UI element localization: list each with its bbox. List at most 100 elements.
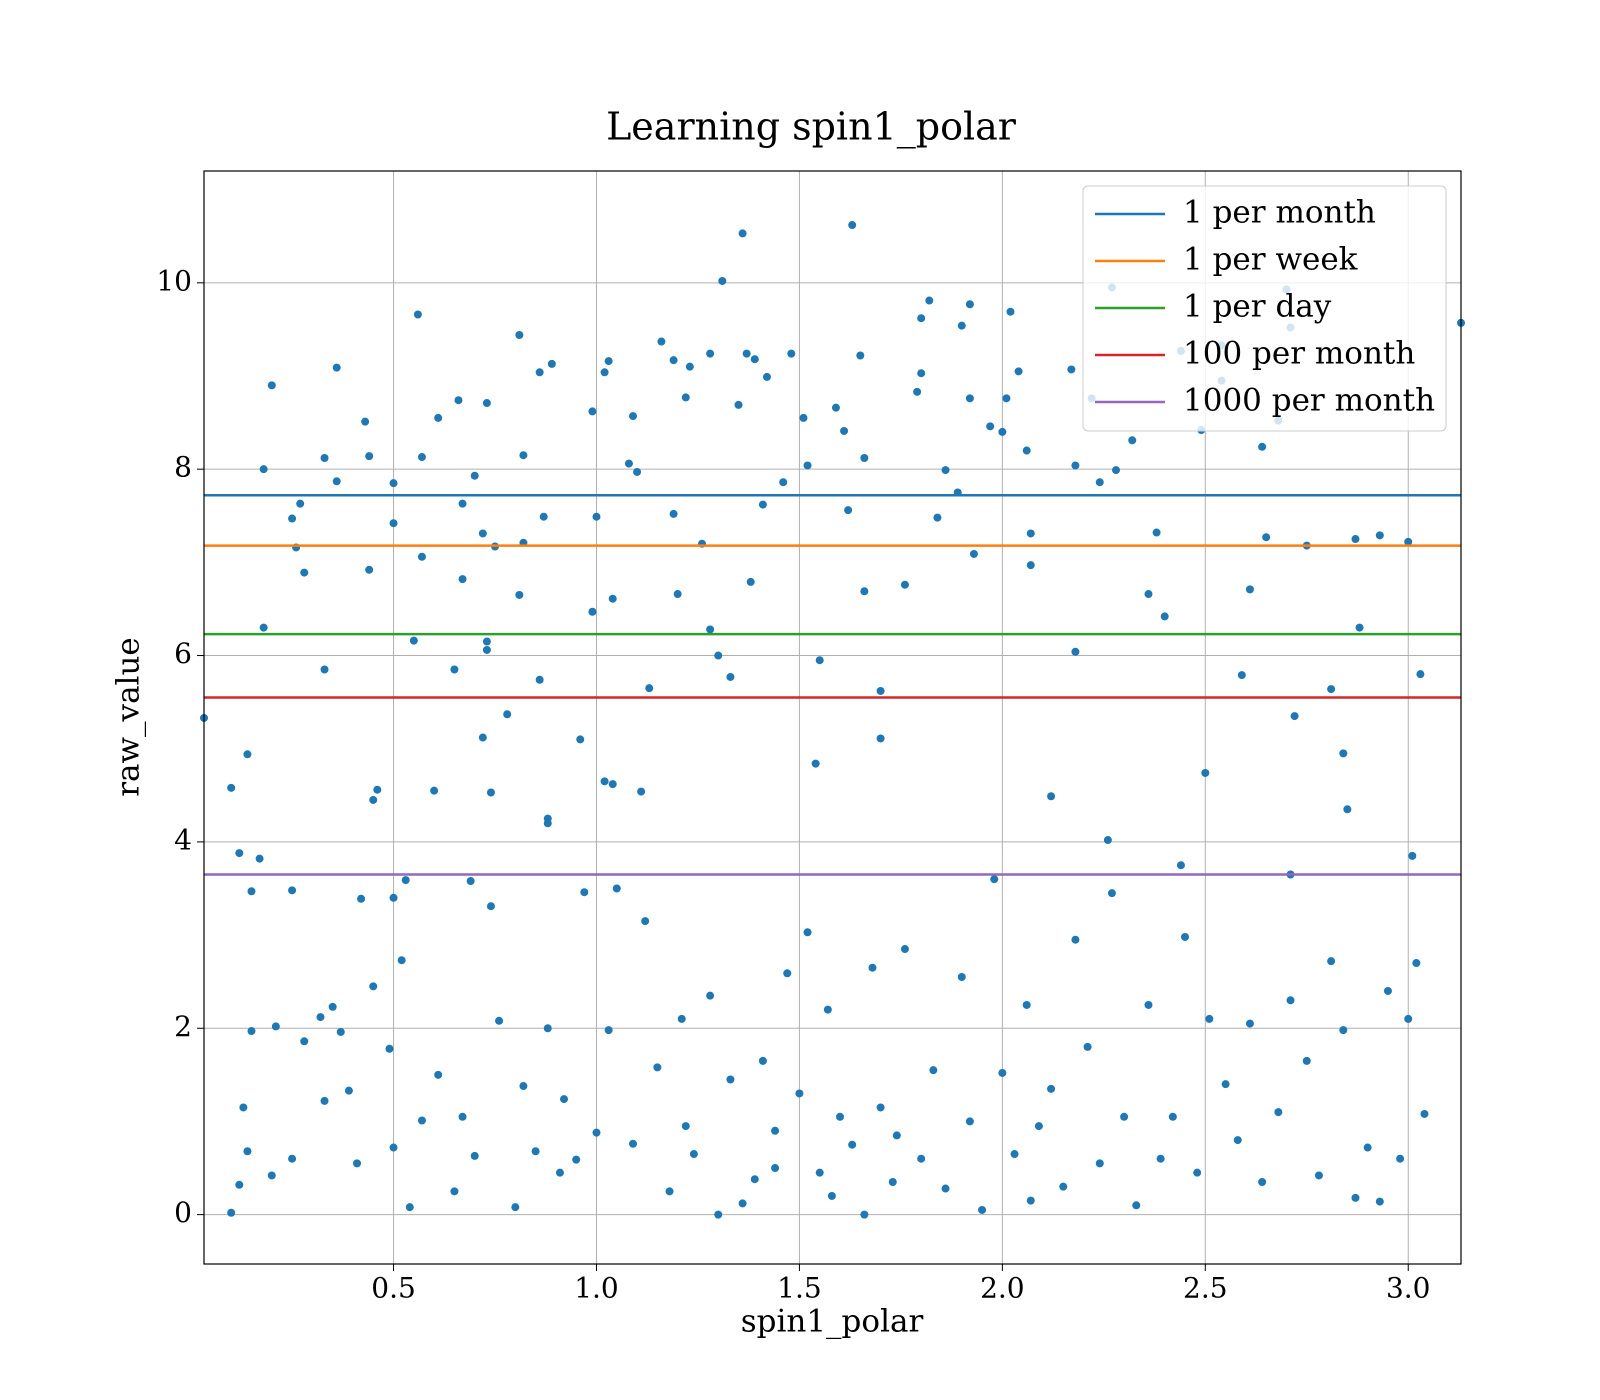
point xyxy=(876,734,885,743)
point xyxy=(320,453,329,462)
point xyxy=(1071,461,1080,470)
point xyxy=(1420,1109,1429,1118)
point xyxy=(1416,670,1425,679)
x-tick-label: 2.0 xyxy=(980,1272,1025,1305)
point xyxy=(1258,442,1267,451)
point xyxy=(1095,1159,1104,1168)
point xyxy=(844,506,853,515)
point xyxy=(957,973,966,982)
point xyxy=(758,1056,767,1065)
point xyxy=(332,363,341,372)
point xyxy=(515,330,524,339)
point xyxy=(409,636,418,645)
point xyxy=(726,1075,735,1084)
y-tick-label: 8 xyxy=(174,451,192,484)
point xyxy=(482,645,491,654)
point xyxy=(1396,1154,1405,1163)
point xyxy=(673,590,682,599)
point xyxy=(681,1122,690,1131)
point xyxy=(848,221,857,230)
point xyxy=(933,513,942,522)
point xyxy=(478,529,487,538)
point xyxy=(600,777,609,786)
point xyxy=(771,1164,780,1173)
point xyxy=(482,637,491,646)
point xyxy=(917,314,926,323)
point xyxy=(738,1199,747,1208)
point xyxy=(645,684,654,693)
point xyxy=(531,1147,540,1156)
point xyxy=(965,1117,974,1126)
point xyxy=(539,512,548,521)
point xyxy=(478,733,487,742)
point xyxy=(588,607,597,616)
y-tick-label: 6 xyxy=(174,637,192,670)
point xyxy=(840,426,849,435)
point xyxy=(876,1103,885,1112)
point xyxy=(718,276,727,285)
point xyxy=(1144,590,1153,599)
point xyxy=(624,459,633,468)
point xyxy=(535,368,544,377)
point xyxy=(689,1150,698,1159)
point xyxy=(1408,851,1417,860)
point xyxy=(344,1086,353,1095)
point xyxy=(1067,365,1076,374)
point xyxy=(397,956,406,965)
point xyxy=(1010,1150,1019,1159)
point xyxy=(243,750,252,759)
point xyxy=(868,963,877,972)
point xyxy=(1286,996,1295,1005)
point xyxy=(417,552,426,561)
point xyxy=(734,400,743,409)
point xyxy=(1201,768,1210,777)
point xyxy=(706,625,715,634)
point xyxy=(1047,1084,1056,1093)
point xyxy=(1327,685,1336,694)
point xyxy=(458,499,467,508)
point xyxy=(771,1126,780,1135)
point xyxy=(600,368,609,377)
point xyxy=(799,413,808,422)
point xyxy=(1026,1196,1035,1205)
point xyxy=(580,888,589,897)
point xyxy=(405,1203,414,1212)
point xyxy=(328,1002,337,1011)
point xyxy=(969,549,978,558)
point xyxy=(1262,533,1271,542)
point xyxy=(450,665,459,674)
point xyxy=(685,362,694,371)
point xyxy=(1168,1112,1177,1121)
x-tick-label: 3.0 xyxy=(1386,1272,1431,1305)
point xyxy=(917,369,926,378)
point xyxy=(998,427,1007,436)
legend-label: 1 per week xyxy=(1183,242,1358,278)
x-tick-label: 1.5 xyxy=(777,1272,822,1305)
chart-title: Learning spin1_polar xyxy=(606,105,1017,150)
point xyxy=(1022,446,1031,455)
point xyxy=(434,1070,443,1079)
point xyxy=(576,735,585,744)
point xyxy=(750,1175,759,1184)
point xyxy=(957,321,966,330)
legend-label: 100 per month xyxy=(1183,336,1415,372)
point xyxy=(385,1044,394,1053)
y-tick-label: 10 xyxy=(156,264,192,297)
point xyxy=(1156,1154,1165,1163)
point xyxy=(811,759,820,768)
point xyxy=(653,1063,662,1072)
point xyxy=(361,417,370,426)
point xyxy=(1233,1136,1242,1145)
point xyxy=(1006,307,1015,316)
point xyxy=(482,399,491,408)
point xyxy=(239,1103,248,1112)
point xyxy=(929,1066,938,1075)
point xyxy=(227,1208,236,1217)
point xyxy=(1128,436,1137,445)
point xyxy=(1083,1042,1092,1051)
point xyxy=(1160,612,1169,621)
point xyxy=(783,969,792,978)
point xyxy=(417,1116,426,1125)
point xyxy=(259,465,268,474)
point xyxy=(227,783,236,792)
